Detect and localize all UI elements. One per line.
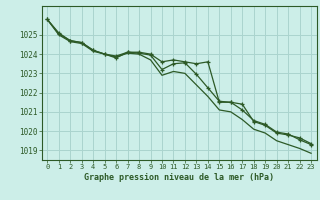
X-axis label: Graphe pression niveau de la mer (hPa): Graphe pression niveau de la mer (hPa) bbox=[84, 173, 274, 182]
